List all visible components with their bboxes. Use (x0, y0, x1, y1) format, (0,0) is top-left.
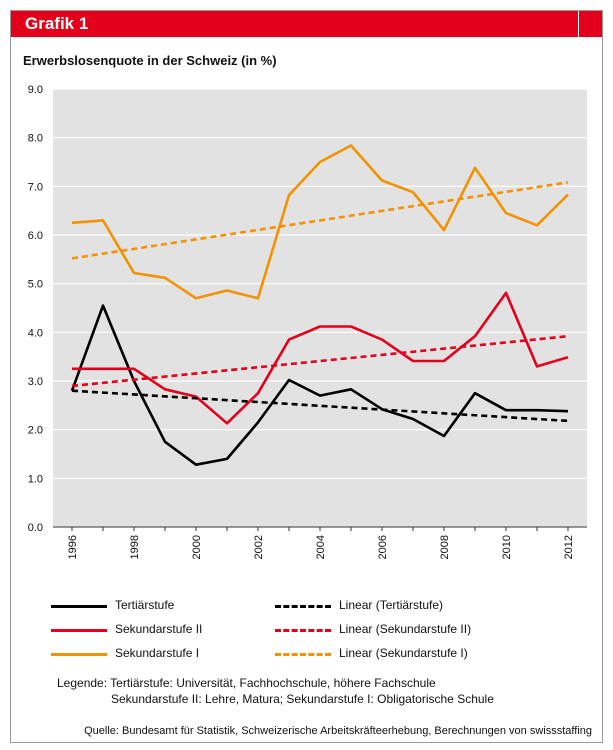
y-tick-label: 4.0 (28, 327, 43, 339)
x-tick-label: 2000 (191, 535, 203, 559)
x-tick-label: 2012 (563, 535, 575, 559)
legend-swatch (51, 653, 107, 656)
legend-note: Legende: Tertiärstufe: Universität, Fach… (57, 675, 494, 707)
x-tick-label: 2004 (315, 535, 327, 559)
y-tick-label: 7.0 (28, 181, 43, 193)
legend-item-sekundarstufe-ii: Sekundarstufe II (51, 619, 291, 641)
legend-label: Linear (Tertiärstufe) (339, 598, 444, 612)
legend-item-linear-tertiaerstufe: Linear (Tertiärstufe) (275, 595, 575, 617)
y-tick-label: 9.0 (28, 84, 43, 96)
chart-legend: Tertiärstufe Linear (Tertiärstufe) Sekun… (51, 595, 591, 665)
x-tick-label: 2002 (253, 535, 265, 559)
source-note: Quelle: Bundesamt für Statistik, Schweiz… (84, 725, 592, 737)
legend-label: Tertiärstufe (115, 598, 175, 612)
figure-title: Grafik 1 (25, 14, 89, 33)
legend-item-tertiaerstufe: Tertiärstufe (51, 595, 291, 617)
y-tick-label: 3.0 (28, 376, 43, 388)
legend-swatch (275, 605, 331, 608)
y-tick-label: 2.0 (28, 425, 43, 437)
y-tick-label: 8.0 (28, 133, 43, 145)
series-line-linear-sekundarstufe-ii (71, 334, 569, 388)
legend-swatch (51, 629, 107, 632)
legend-swatch (51, 605, 107, 608)
legend-note-line-1: Legende: Tertiärstufe: Universität, Fach… (57, 676, 436, 690)
y-tick-label: 5.0 (28, 279, 43, 291)
figure-frame: Grafik 1 Erwerbslosenquote in der Schwei… (10, 10, 603, 743)
plot-area (53, 89, 587, 527)
header-bar: Grafik 1 (11, 11, 602, 37)
legend-label: Linear (Sekundarstufe II) (339, 622, 472, 636)
chart-title: Erwerbslosenquote in der Schweiz (in %) (23, 53, 277, 68)
y-tick-label: 0.0 (28, 522, 43, 534)
x-tick-label: 2008 (439, 535, 451, 559)
x-tick-label: 2006 (377, 535, 389, 559)
legend-label: Sekundarstufe II (115, 622, 203, 636)
y-tick-label: 6.0 (28, 230, 43, 242)
legend-swatch (275, 653, 331, 656)
y-tick-label: 1.0 (28, 473, 43, 485)
legend-item-linear-sekundarstufe-ii: Linear (Sekundarstufe II) (275, 619, 575, 641)
legend-swatch (275, 629, 331, 632)
legend-label: Sekundarstufe I (115, 646, 200, 660)
line-chart: 0.0 1.0 2.0 3.0 4.0 5.0 6.0 7.0 8.0 9.0 1996 1998 2… (28, 84, 587, 559)
legend-item-sekundarstufe-i: Sekundarstufe I (51, 643, 291, 665)
header-divider (578, 11, 579, 37)
legend-note-line-2: Sekundarstufe II: Lehre, Matura; Sekunda… (111, 692, 494, 706)
x-tick-label: 1998 (129, 535, 141, 559)
series-line-linear-terti-rstufe (71, 389, 569, 423)
x-tick-label: 1996 (67, 535, 79, 559)
legend-label: Linear (Sekundarstufe I) (339, 646, 468, 660)
series-line-linear-sekundarstufe-i (71, 181, 569, 260)
legend-item-linear-sekundarstufe-i: Linear (Sekundarstufe I) (275, 643, 575, 665)
x-tick-label: 2010 (501, 535, 513, 559)
